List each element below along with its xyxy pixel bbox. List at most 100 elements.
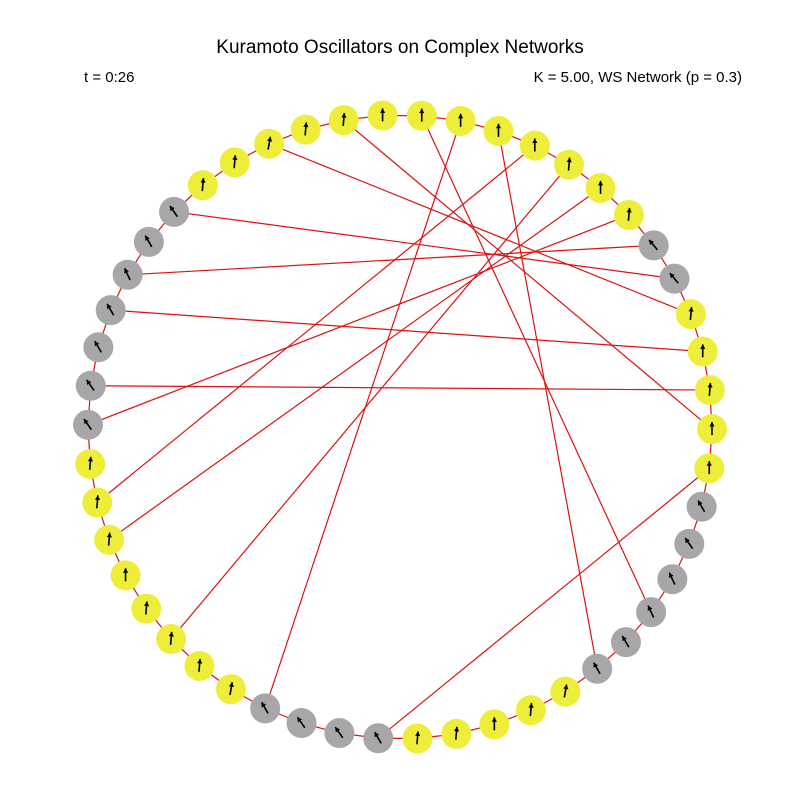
phase-arrow-head	[707, 382, 713, 388]
oscillator-node	[441, 718, 472, 749]
long-range-edge	[421, 115, 652, 613]
oscillator-node	[184, 651, 215, 682]
phase-arrow-head	[124, 268, 129, 274]
oscillator-node	[215, 674, 246, 705]
phase-arrow-head	[86, 379, 92, 386]
phase-arrow-head	[626, 207, 632, 213]
oscillator-node	[83, 332, 114, 363]
oscillator-node	[636, 597, 667, 628]
oscillator-node	[610, 627, 641, 658]
oscillator-node	[94, 524, 125, 555]
oscillator-node	[675, 299, 706, 330]
oscillator-node	[187, 170, 218, 201]
long-range-edge	[173, 211, 675, 280]
phase-arrow-head	[700, 344, 706, 349]
oscillator-node	[479, 709, 510, 740]
phase-arrow-head	[528, 703, 534, 708]
phase-arrow-head	[453, 726, 460, 732]
time-readout: t = 0:26	[84, 69, 135, 86]
oscillator-node	[550, 676, 581, 707]
phase-arrow-head	[228, 682, 235, 688]
phase-arrow-head	[593, 662, 599, 668]
phase-arrow-head	[566, 157, 572, 163]
long-range-edge	[108, 187, 601, 541]
phase-arrow-head	[698, 500, 703, 506]
oscillator-node	[694, 375, 725, 406]
oscillator-node	[110, 560, 141, 591]
phase-arrow-head	[200, 178, 206, 183]
figure-title: Kuramoto Oscillators on Complex Networks	[216, 37, 584, 58]
phase-arrow-head	[169, 205, 175, 212]
long-range-edge	[127, 244, 654, 276]
phase-arrow-head	[669, 273, 675, 279]
oscillator-node	[694, 453, 725, 484]
oscillator-node	[290, 114, 321, 145]
phase-arrow-head	[87, 456, 94, 462]
phase-arrow-head	[94, 341, 100, 347]
phase-arrow-head	[197, 658, 203, 664]
phase-arrow-head	[597, 180, 604, 186]
parameters-readout: K = 5.00, WS Network (p = 0.3)	[533, 69, 742, 86]
oscillator-node	[687, 336, 718, 367]
oscillator-node	[75, 370, 106, 401]
phase-arrow-head	[706, 461, 712, 466]
phase-arrow-head	[419, 108, 425, 114]
long-range-edge	[343, 119, 713, 430]
oscillator-node	[582, 653, 613, 684]
phase-arrow-head	[303, 122, 309, 128]
phase-arrow-head	[145, 235, 150, 241]
phase-arrow-head	[374, 732, 380, 738]
long-range-edges	[87, 115, 713, 739]
phase-arrow-head	[297, 717, 303, 723]
phase-arrow-head	[168, 631, 174, 637]
phase-arrow-head	[647, 605, 653, 611]
oscillator-node	[657, 564, 688, 595]
oscillator-node	[483, 115, 514, 146]
phase-arrow-head	[261, 702, 267, 708]
phase-arrow-head	[563, 684, 569, 690]
phase-arrow-head	[649, 239, 654, 246]
phase-arrow-head	[143, 601, 150, 607]
oscillator-node	[112, 259, 143, 290]
long-range-edge	[110, 309, 703, 353]
phase-arrow-head	[379, 108, 386, 113]
oscillator-node	[363, 723, 394, 754]
phase-arrow-head	[688, 307, 694, 312]
long-range-edge	[377, 467, 710, 739]
phase-arrow-head	[106, 532, 112, 538]
long-range-edge	[264, 120, 462, 709]
oscillator-node	[250, 693, 281, 724]
long-range-edge	[268, 143, 692, 315]
phase-arrow-head	[232, 155, 238, 160]
oscillator-node	[367, 100, 398, 131]
oscillator-node	[156, 623, 187, 654]
phase-arrow-head	[709, 422, 715, 427]
long-range-edge	[87, 214, 630, 426]
phase-arrow-head	[491, 717, 497, 722]
oscillator-node	[95, 295, 126, 326]
phase-arrow-head	[685, 538, 690, 544]
oscillator-node	[159, 196, 190, 227]
phase-arrow-head	[415, 731, 421, 737]
oscillator-node	[515, 695, 546, 726]
oscillator-node	[402, 723, 433, 754]
phase-arrow-head	[267, 136, 273, 142]
long-range-edge	[90, 385, 710, 391]
oscillator-node	[406, 100, 437, 131]
oscillator-nodes	[73, 100, 727, 754]
oscillator-node	[82, 487, 113, 518]
oscillator-node	[585, 172, 616, 203]
oscillator-node	[696, 414, 727, 445]
phase-arrow-head	[532, 138, 538, 143]
phase-arrow-head	[341, 113, 347, 118]
oscillator-node	[638, 230, 669, 261]
oscillator-node	[519, 130, 550, 161]
oscillator-node	[73, 409, 104, 440]
oscillator-node	[328, 105, 359, 136]
oscillator-node	[254, 128, 285, 159]
oscillator-node	[219, 147, 250, 178]
phase-arrow-head	[668, 572, 674, 578]
oscillator-node	[324, 718, 355, 749]
phase-arrow-head	[107, 303, 112, 310]
